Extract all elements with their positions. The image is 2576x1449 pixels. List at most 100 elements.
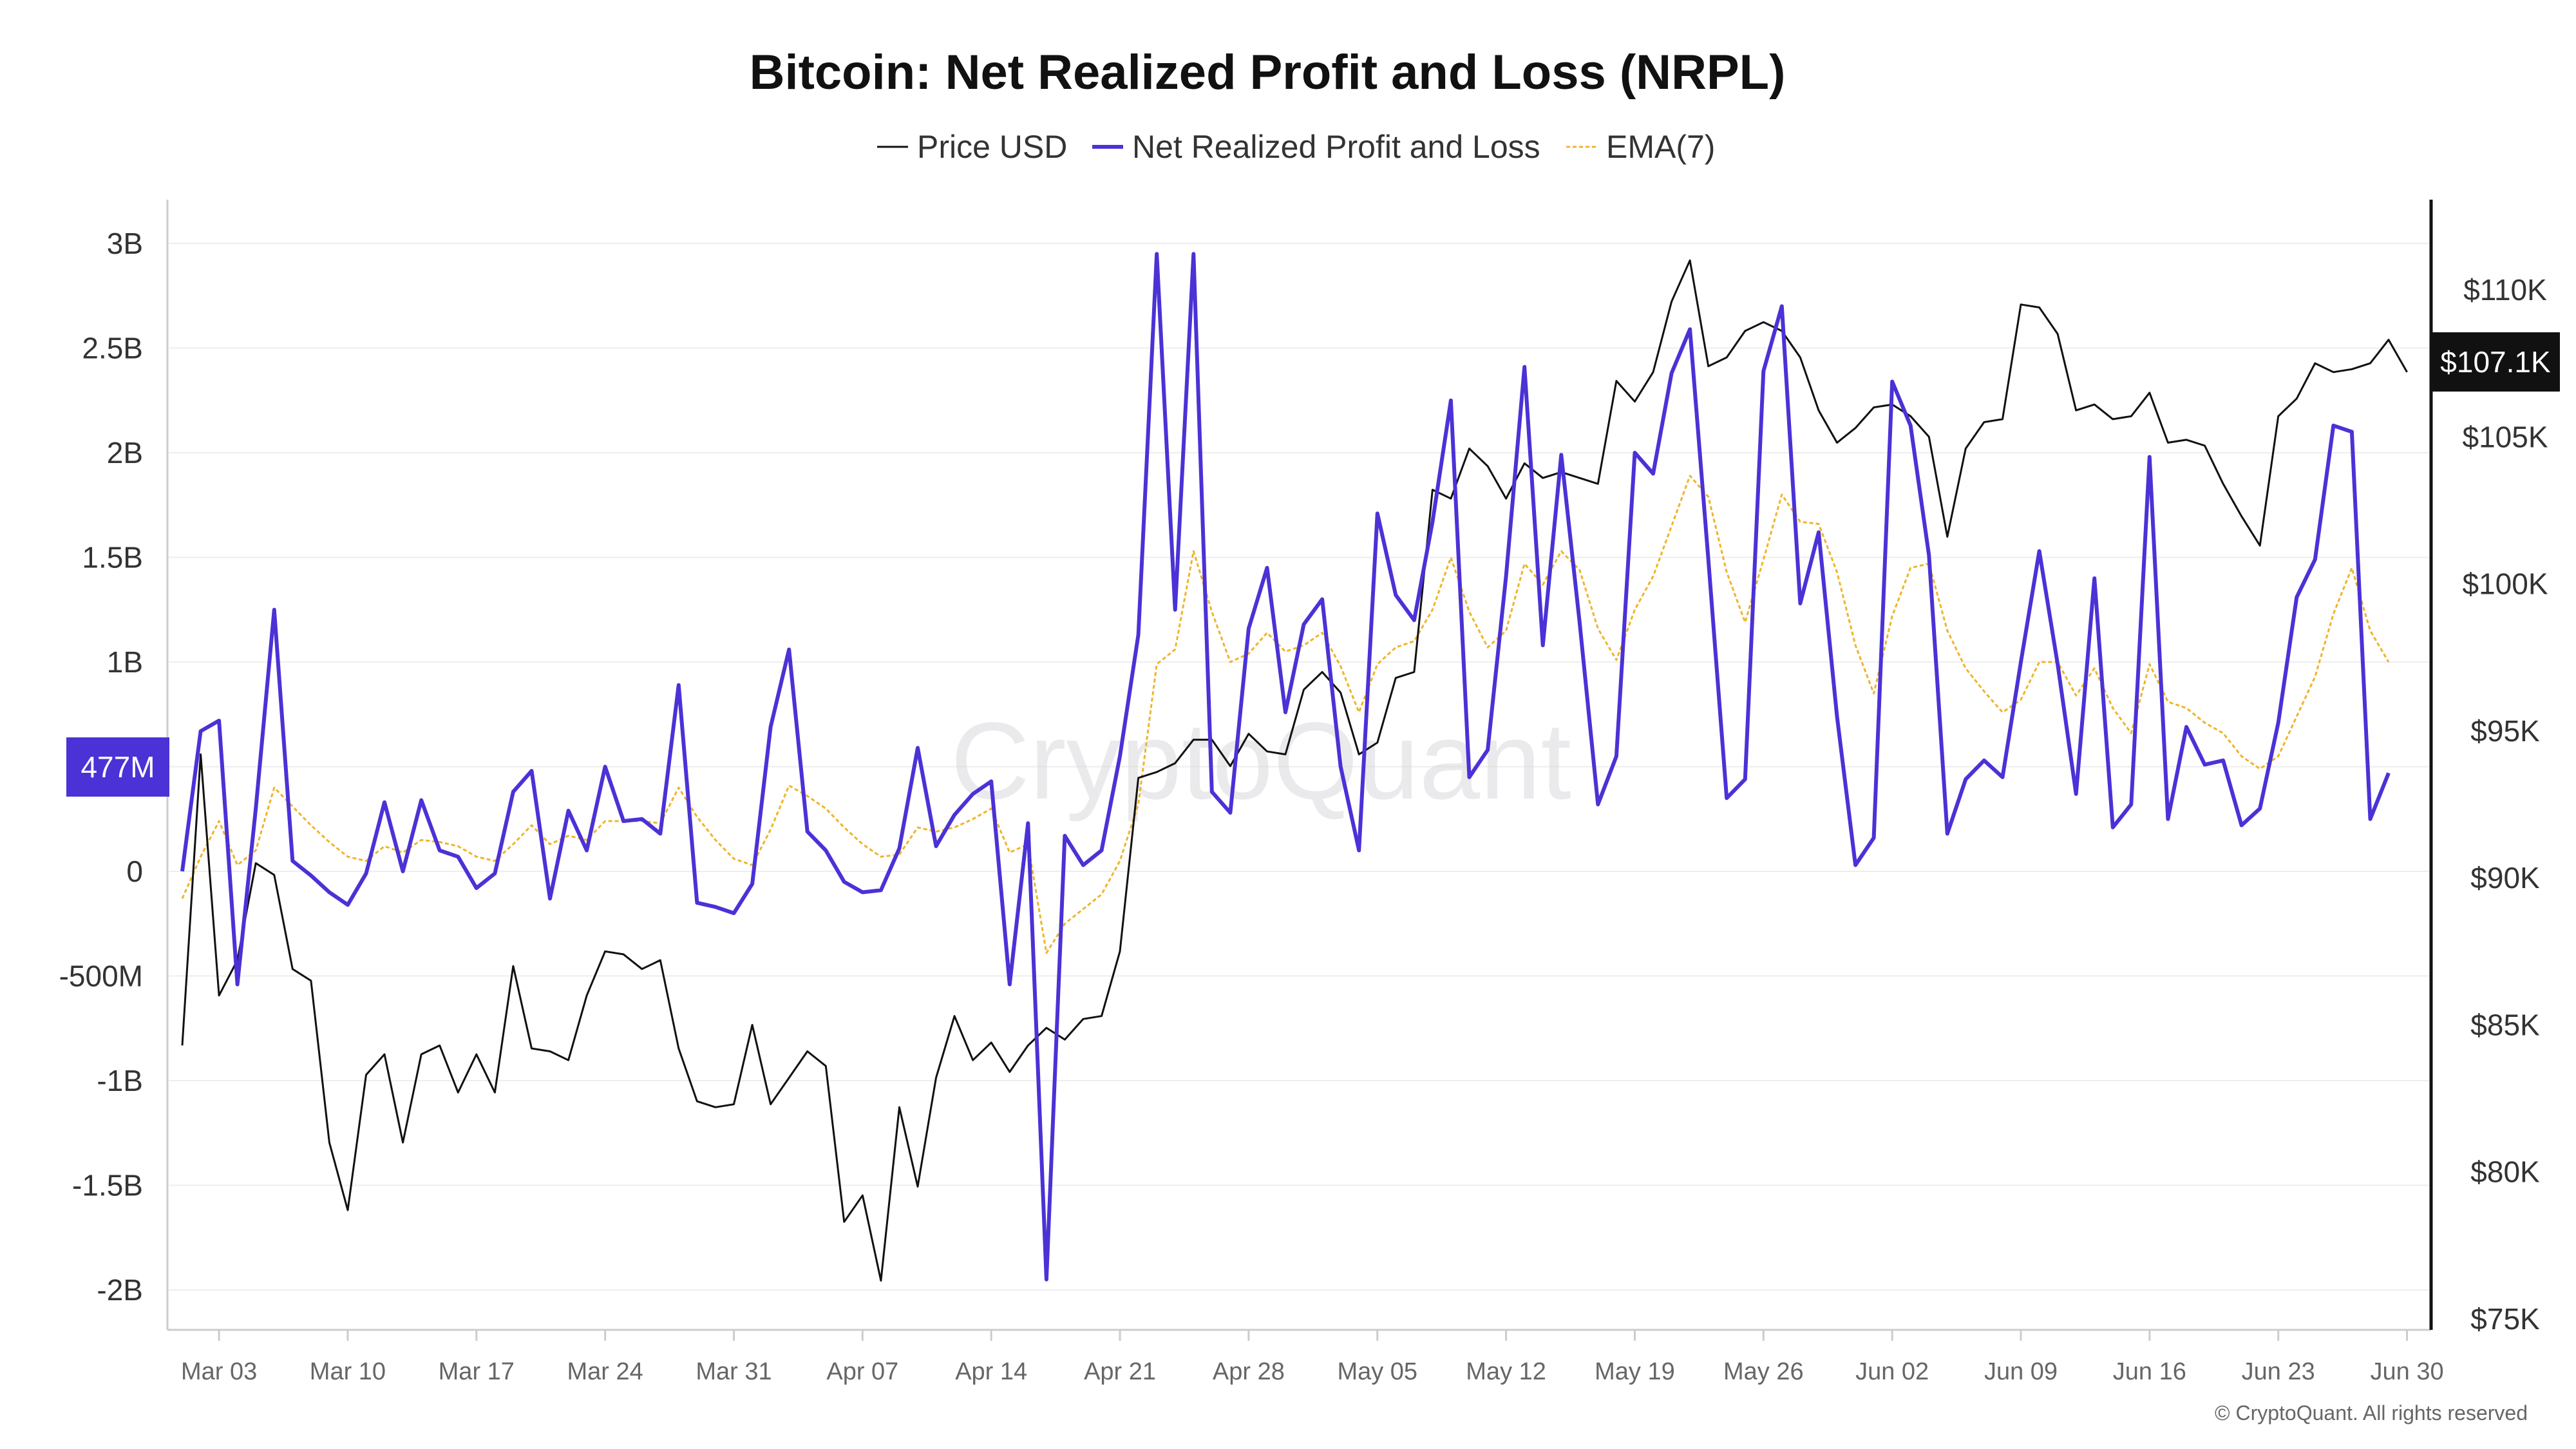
data-point-nrpl	[1322, 599, 1323, 600]
data-point-nrpl	[807, 831, 808, 832]
data-point-nrpl	[1303, 624, 1304, 625]
data-point-nrpl	[531, 771, 532, 772]
copyright-text: © CryptoQuant. All rights reserved	[2215, 1401, 2528, 1425]
data-point-nrpl	[329, 892, 330, 893]
data-point-price	[1800, 357, 1801, 358]
right-value-badge: $107.1K	[2431, 332, 2560, 392]
data-point-price	[1781, 330, 1782, 331]
data-point-ema	[1101, 894, 1102, 895]
legend-label-price[interactable]: Price USD	[917, 129, 1067, 165]
data-point-price	[1561, 472, 1562, 473]
data-point-nrpl	[770, 726, 771, 727]
x-tick-label: Mar 24	[567, 1358, 643, 1385]
data-point-ema	[1634, 609, 1635, 610]
data-point-price	[1193, 739, 1194, 740]
series-line-price	[181, 259, 2408, 1282]
data-point-ema	[789, 785, 790, 786]
data-point-nrpl	[880, 890, 881, 891]
x-tick-label: Apr 07	[826, 1358, 898, 1385]
data-point-nrpl	[1763, 371, 1764, 372]
x-tick-label: Apr 21	[1084, 1358, 1156, 1385]
data-point-nrpl	[310, 875, 311, 876]
data-point-ema	[623, 821, 624, 822]
data-point-ema	[641, 821, 642, 822]
data-point-price	[1303, 689, 1304, 690]
data-point-nrpl	[2204, 764, 2205, 765]
data-point-price	[421, 1054, 422, 1055]
data-point-ema	[1910, 567, 1911, 568]
x-tick-label: May 26	[1723, 1358, 1804, 1385]
data-point-price	[1120, 951, 1121, 952]
data-point-ema	[954, 827, 955, 828]
data-point-nrpl	[2094, 578, 2095, 579]
data-point-price	[1634, 401, 1635, 402]
data-point-ema	[1230, 662, 1231, 663]
data-point-ema	[2351, 567, 2352, 568]
left-tick-label: -1B	[97, 1064, 143, 1097]
data-point-ema	[1450, 557, 1451, 558]
data-point-ema	[182, 898, 183, 899]
data-point-nrpl	[1653, 473, 1654, 474]
data-point-nrpl	[1120, 756, 1121, 757]
data-point-price	[807, 1051, 808, 1052]
data-point-ema	[2223, 733, 2224, 734]
x-tick-label: Apr 28	[1213, 1358, 1285, 1385]
data-point-nrpl	[1083, 865, 1084, 866]
x-tick-label: Mar 03	[181, 1358, 257, 1385]
data-point-ema	[1009, 852, 1010, 853]
data-point-price	[1138, 777, 1139, 778]
x-tick-label: Mar 17	[439, 1358, 515, 1385]
data-point-ema	[807, 796, 808, 797]
left-tick-label: 2B	[107, 436, 143, 469]
legend-label-nrpl[interactable]: Net Realized Profit and Loss	[1132, 129, 1540, 165]
data-point-price	[2094, 404, 2095, 405]
data-point-nrpl	[182, 871, 183, 872]
right-tick-label: $95K	[2470, 714, 2540, 748]
left-tick-label: 2.5B	[82, 332, 143, 365]
data-point-price	[1965, 448, 1966, 449]
data-point-nrpl	[1450, 400, 1451, 401]
chart-title: Bitcoin: Net Realized Profit and Loss (N…	[750, 45, 1786, 100]
data-point-ema	[2002, 712, 2003, 713]
data-point-price	[2351, 369, 2352, 370]
x-tick-label: May 12	[1466, 1358, 1546, 1385]
data-point-ema	[1542, 584, 1543, 585]
data-point-price	[2039, 307, 2040, 308]
data-point-nrpl	[1285, 712, 1286, 713]
data-point-nrpl	[1524, 366, 1525, 367]
x-tick-label: Jun 09	[1984, 1358, 2058, 1385]
data-point-nrpl	[476, 888, 477, 889]
data-point-price	[200, 754, 201, 755]
data-point-nrpl	[2223, 760, 2224, 761]
data-point-ema	[991, 808, 992, 809]
x-tick-label: Jun 30	[2371, 1358, 2444, 1385]
data-point-price	[1524, 463, 1525, 464]
data-point-ema	[237, 865, 238, 866]
data-point-nrpl	[2241, 825, 2242, 826]
right-axis-ticks: $110K $105K $100K $95K $90K $85K $80K $75K	[2462, 273, 2548, 1336]
data-point-ema	[1303, 645, 1304, 646]
data-point-nrpl	[1340, 766, 1341, 767]
left-tick-label: 0	[126, 855, 143, 888]
data-point-nrpl	[789, 649, 790, 650]
data-point-nrpl	[292, 860, 293, 861]
data-point-price	[899, 1107, 900, 1108]
data-point-price	[182, 1045, 183, 1046]
data-point-ema	[1763, 559, 1764, 560]
series-line-ema	[181, 475, 2390, 954]
data-point-ema	[2241, 756, 2242, 757]
data-point-price	[972, 1060, 973, 1061]
data-point-ema	[1432, 609, 1433, 610]
data-point-ema	[2370, 630, 2371, 631]
data-point-price	[568, 1060, 569, 1061]
data-point-nrpl	[972, 793, 973, 794]
legend: Price USD Net Realized Profit and Loss E…	[877, 129, 1715, 165]
data-point-price	[862, 1195, 863, 1196]
data-point-ema	[1377, 664, 1378, 665]
data-point-nrpl	[2351, 431, 2352, 432]
legend-label-ema[interactable]: EMA(7)	[1606, 129, 1715, 165]
data-point-nrpl	[439, 850, 440, 851]
data-point-nrpl	[1800, 603, 1801, 604]
data-point-nrpl	[862, 892, 863, 893]
